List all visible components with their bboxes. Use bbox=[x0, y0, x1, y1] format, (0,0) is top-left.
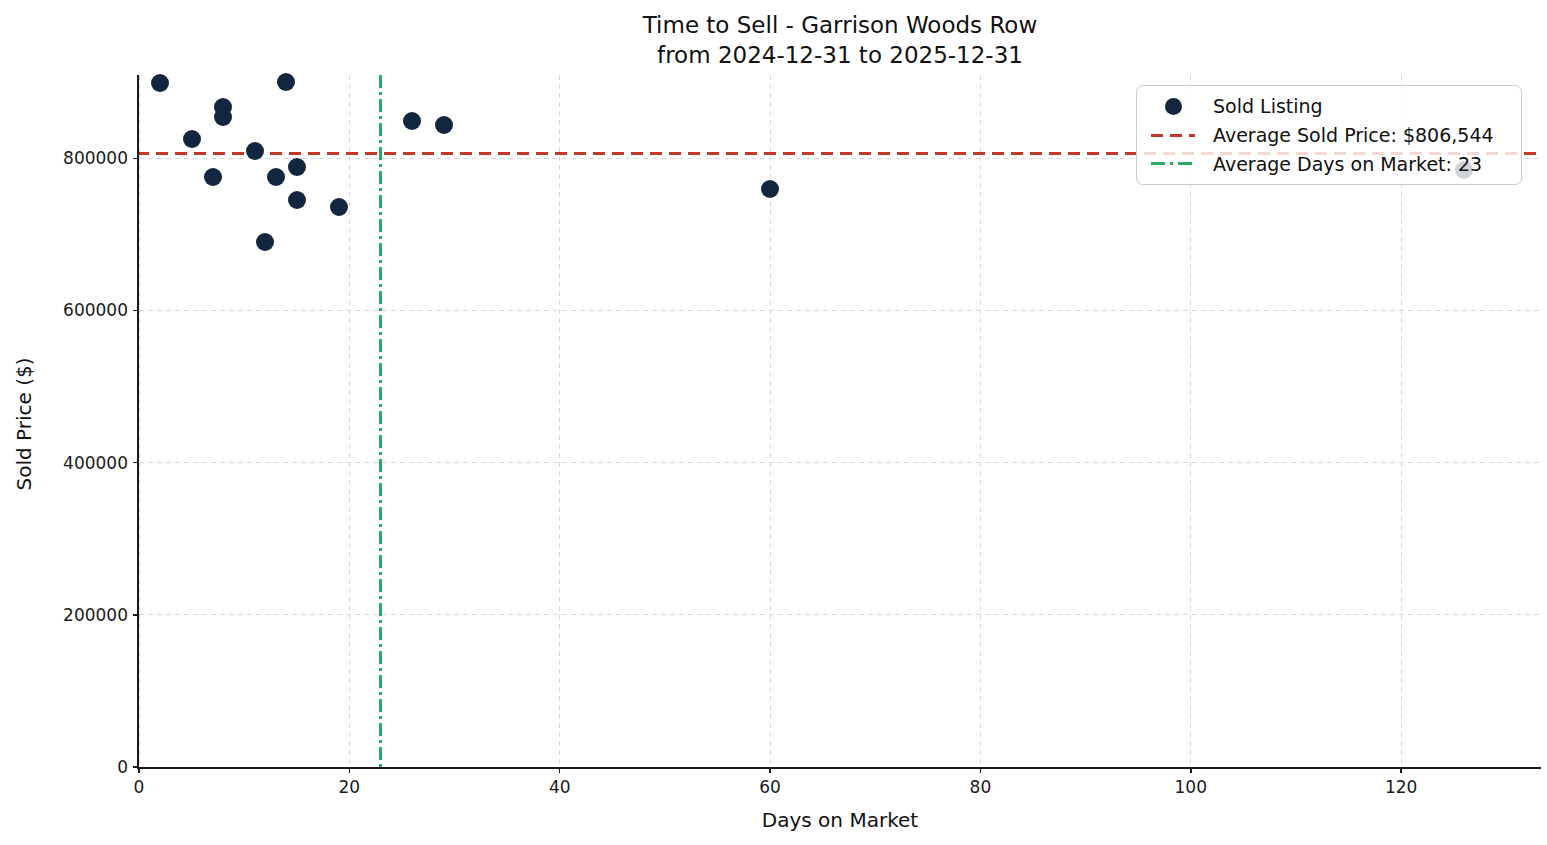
gridline-horizontal bbox=[139, 310, 1541, 311]
x-tick-label: 60 bbox=[759, 777, 781, 797]
x-tick-label: 40 bbox=[549, 777, 571, 797]
gridline-horizontal bbox=[139, 614, 1541, 615]
chart-figure: Time to Sell - Garrison Woods Row from 2… bbox=[0, 0, 1547, 845]
scatter-point bbox=[204, 168, 222, 186]
legend-item-sold-listing: Sold Listing bbox=[1147, 92, 1511, 121]
dashed-line-icon bbox=[1147, 134, 1199, 137]
scatter-point bbox=[288, 158, 306, 176]
legend-item-average-days-on-market: Average Days on Market: 23 bbox=[1147, 149, 1511, 178]
chart-title: Time to Sell - Garrison Woods Row from 2… bbox=[139, 10, 1541, 70]
x-tick-label: 0 bbox=[134, 777, 145, 797]
y-tick-label: 400000 bbox=[63, 453, 128, 473]
x-tick-label: 120 bbox=[1385, 777, 1417, 797]
x-tick-label: 80 bbox=[970, 777, 992, 797]
gridline-vertical bbox=[349, 75, 350, 767]
y-tick-label: 800000 bbox=[63, 148, 128, 168]
x-tick-label: 20 bbox=[339, 777, 361, 797]
chart-title-line2: from 2024-12-31 to 2025-12-31 bbox=[139, 40, 1541, 70]
scatter-point bbox=[246, 142, 264, 160]
legend: Sold Listing Average Sold Price: $806,54… bbox=[1136, 85, 1522, 185]
scatter-point bbox=[183, 130, 201, 148]
gridline-vertical bbox=[980, 75, 981, 767]
scatter-point bbox=[435, 116, 453, 134]
scatter-point bbox=[277, 73, 295, 91]
scatter-point bbox=[256, 233, 274, 251]
scatter-point bbox=[214, 108, 232, 126]
scatter-point bbox=[267, 168, 285, 186]
average-days-on-market-line bbox=[379, 75, 382, 767]
y-axis-label: Sold Price ($) bbox=[12, 357, 36, 490]
y-axis-spine bbox=[137, 75, 139, 769]
legend-label-average-days-on-market: Average Days on Market: 23 bbox=[1213, 153, 1482, 175]
gridline-vertical bbox=[559, 75, 560, 767]
legend-label-average-sold-price: Average Sold Price: $806,544 bbox=[1213, 124, 1494, 146]
chart-title-line1: Time to Sell - Garrison Woods Row bbox=[139, 10, 1541, 40]
gridline-horizontal bbox=[139, 462, 1541, 463]
y-tick-label: 0 bbox=[117, 757, 128, 777]
dashdot-line-icon bbox=[1147, 162, 1199, 165]
legend-label-sold-listing: Sold Listing bbox=[1213, 95, 1323, 117]
legend-item-average-sold-price: Average Sold Price: $806,544 bbox=[1147, 121, 1511, 150]
gridline-vertical bbox=[770, 75, 771, 767]
scatter-point bbox=[330, 198, 348, 216]
scatter-point bbox=[288, 191, 306, 209]
x-axis-spine bbox=[137, 767, 1541, 769]
scatter-point bbox=[761, 180, 779, 198]
y-tick-label: 600000 bbox=[63, 300, 128, 320]
scatter-point bbox=[403, 112, 421, 130]
scatter-marker-icon bbox=[1147, 98, 1199, 115]
scatter-point bbox=[151, 74, 169, 92]
x-tick-label: 100 bbox=[1175, 777, 1207, 797]
y-tick-label: 200000 bbox=[63, 605, 128, 625]
x-axis-label: Days on Market bbox=[762, 808, 918, 832]
